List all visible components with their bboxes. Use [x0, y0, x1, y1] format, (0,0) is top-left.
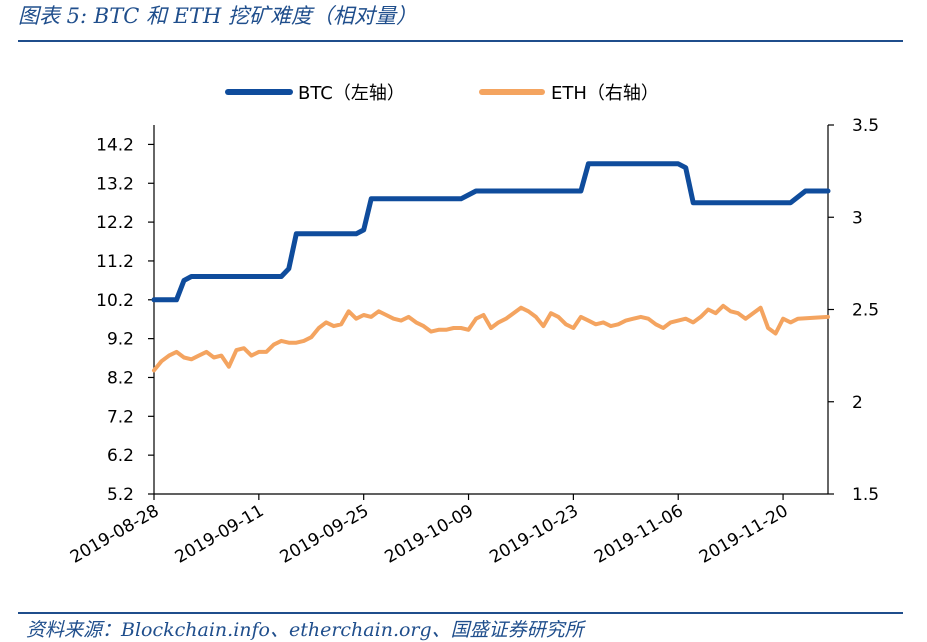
chart-axes — [148, 124, 834, 500]
chart-lines — [151, 161, 831, 373]
y-left-tick-label: 8.2 — [107, 368, 134, 388]
x-tick-label: 2019-09-25 — [277, 501, 373, 568]
chart-ticks: 14.2 13.2 12.2 11.2 10.2 9.2 8.2 7.2 6.2 5.2 3.5 3 2… — [67, 116, 879, 568]
btc-series-line — [151, 161, 831, 303]
y-left-tick-label: 11.2 — [96, 252, 134, 272]
x-tick-label: 2019-10-09 — [381, 501, 477, 568]
y-right-tick-label: 2 — [852, 393, 863, 413]
figure-title: 图表 5: BTC 和 ETH 挖矿难度（相对量） — [18, 4, 417, 28]
source-rule — [18, 612, 903, 614]
x-tick-label: 2019-08-28 — [67, 501, 163, 568]
y-left-tick-label: 6.2 — [107, 446, 134, 466]
y-left-tick-label: 5.2 — [107, 485, 134, 505]
legend-label-btc: BTC（左轴） — [298, 83, 405, 104]
chart-legend: BTC（左轴） ETH（右轴） — [225, 83, 659, 104]
y-left-tick-label: 13.2 — [96, 174, 134, 194]
y-right-tick-label: 1.5 — [852, 485, 879, 505]
y-right-tick-label: 2.5 — [852, 301, 879, 321]
y-right-tick-label: 3.5 — [852, 116, 879, 136]
x-tick-label: 2019-09-11 — [172, 501, 268, 568]
y-left-tick-label: 12.2 — [96, 213, 134, 233]
eth-series-line — [152, 303, 830, 373]
y-left-tick-label: 10.2 — [96, 291, 134, 311]
y-right-tick-label: 3 — [852, 208, 863, 228]
x-tick-label: 2019-11-06 — [591, 501, 687, 568]
y-left-tick-label: 14.2 — [96, 135, 134, 155]
y-left-tick-label: 7.2 — [107, 407, 134, 427]
y-left-tick-label: 9.2 — [107, 330, 134, 350]
title-rule — [18, 40, 903, 42]
x-tick-label: 2019-11-20 — [696, 501, 792, 568]
figure-source: 资料来源：Blockchain.info、etherchain.org、国盛证券… — [26, 619, 584, 641]
x-tick-label: 2019-10-23 — [486, 501, 582, 568]
legend-label-eth: ETH（右轴） — [551, 83, 659, 104]
